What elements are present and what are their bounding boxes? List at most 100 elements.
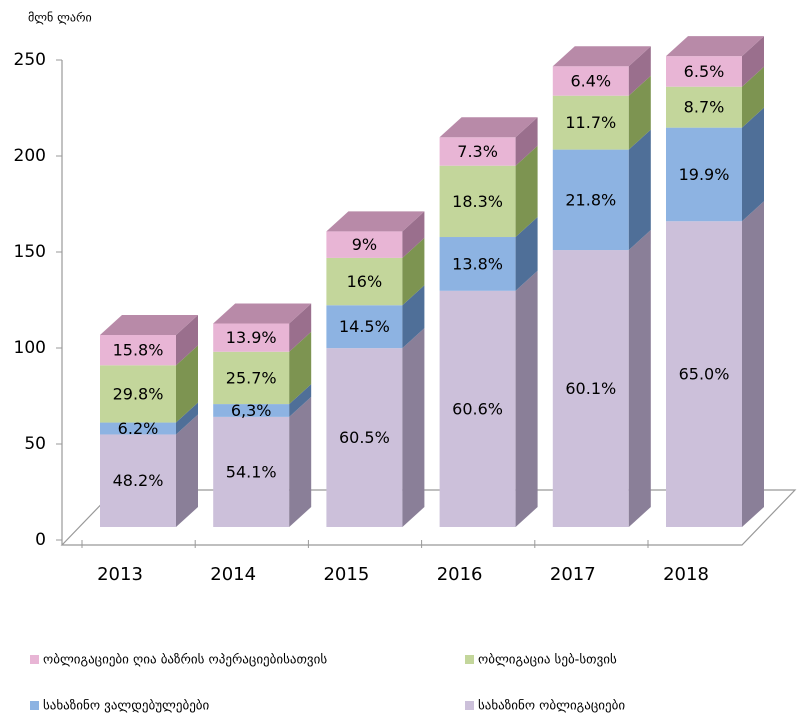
bar-segment [213,323,290,352]
bar-segment [552,66,629,96]
data-label: 60.6% [452,399,503,418]
data-label: 21.8% [565,190,616,209]
bar-side [402,211,425,258]
y-tick-label: 100 [14,338,46,358]
bar-segment [666,56,742,87]
bar-top [666,36,764,57]
bar-segment [213,351,290,405]
data-label: 60.5% [339,428,390,447]
bar-side [742,201,764,528]
bar-segment [439,237,516,291]
bar-segment [213,416,290,527]
bar-top [552,46,651,67]
bar-segment [666,127,742,222]
bar-side [289,384,312,417]
y-tick-label: 250 [14,50,46,70]
bar-side [289,396,312,527]
legend-swatch [465,655,474,664]
data-label: 65.0% [679,365,730,384]
bar-side [176,345,198,423]
x-tick-label: 2018 [663,564,709,585]
bar-top [213,303,312,324]
bar-segment [326,305,403,349]
bar-side [628,46,651,96]
data-label: 54.1% [226,462,277,481]
data-label: 11.7% [565,113,616,132]
data-label: 16% [347,272,383,291]
bar-top [100,315,198,335]
bar-side [628,129,651,251]
bar-segment [213,404,290,417]
bar-side [176,402,198,435]
bar-segment [326,257,403,306]
data-label: 6.4% [570,71,611,90]
bar-segment [439,137,516,166]
data-label: 15.8% [113,341,164,360]
bar-segment [100,365,176,423]
legend-swatch [30,655,39,664]
bar-side [515,217,538,291]
y-tick-label: 150 [14,242,46,262]
bar-segment [666,86,742,128]
bar-side [515,117,538,166]
bar-side [402,328,425,527]
legend-label: სახაზინო ობლიგაციები [478,699,625,714]
bar-segment [100,434,176,527]
data-label: 25.7% [226,368,277,387]
bar-side [402,237,425,306]
data-label: 6.2% [118,419,159,438]
data-label: 9% [352,235,377,254]
bar-side [628,75,651,150]
bar-side [742,66,764,128]
bar-top [439,117,538,138]
legend-swatch [465,701,474,710]
bar-segment [552,95,629,150]
bar-side [176,414,198,527]
bar-side [515,270,538,527]
bar-side [176,315,198,366]
data-label: 13.8% [452,254,503,273]
legend-label: ობლიგაციები ღია ბაზრის ოპერაციებისათვის [43,653,327,668]
bar-segment [552,250,629,527]
bar-top [326,211,425,232]
bar-side [628,230,651,527]
bar-segment [326,348,403,527]
x-tick-label: 2016 [437,564,483,585]
bar-side [289,331,312,405]
data-label: 6.5% [684,62,725,81]
legend-label: ობლიგაცია სებ-სთვის [478,653,617,668]
y-axis-label: მლნ ლარი [28,11,92,25]
data-label: 7.3% [457,142,498,161]
legend-swatch [30,701,39,710]
bar-side [402,285,425,349]
bar-side [515,145,538,238]
data-label: 18.3% [452,192,503,211]
bar-side [742,107,764,222]
x-tick-label: 2014 [210,564,256,585]
y-tick-label: 200 [14,146,46,166]
data-label: 6,3% [231,401,272,420]
y-tick-label: 0 [35,530,46,550]
data-label: 48.2% [113,471,164,490]
bar-segment [439,165,516,238]
legend-label: სახაზინო ვალდებულებები [43,699,210,714]
data-label: 19.9% [679,165,730,184]
data-label: 60.1% [565,379,616,398]
bar-side [742,36,764,87]
data-label: 8.7% [684,98,725,117]
floor [60,489,797,546]
data-label: 13.9% [226,328,277,347]
x-tick-label: 2013 [97,564,143,585]
bar-segment [666,221,742,528]
data-label: 29.8% [113,384,164,403]
bar-segment [439,290,516,527]
data-label: 14.5% [339,317,390,336]
bar-segment [552,149,629,251]
x-tick-label: 2017 [550,564,596,585]
bar-segment [100,422,176,435]
bar-segment [100,335,176,366]
y-tick-label: 50 [24,434,46,454]
bar-side [289,303,312,352]
bar-segment [326,231,403,258]
